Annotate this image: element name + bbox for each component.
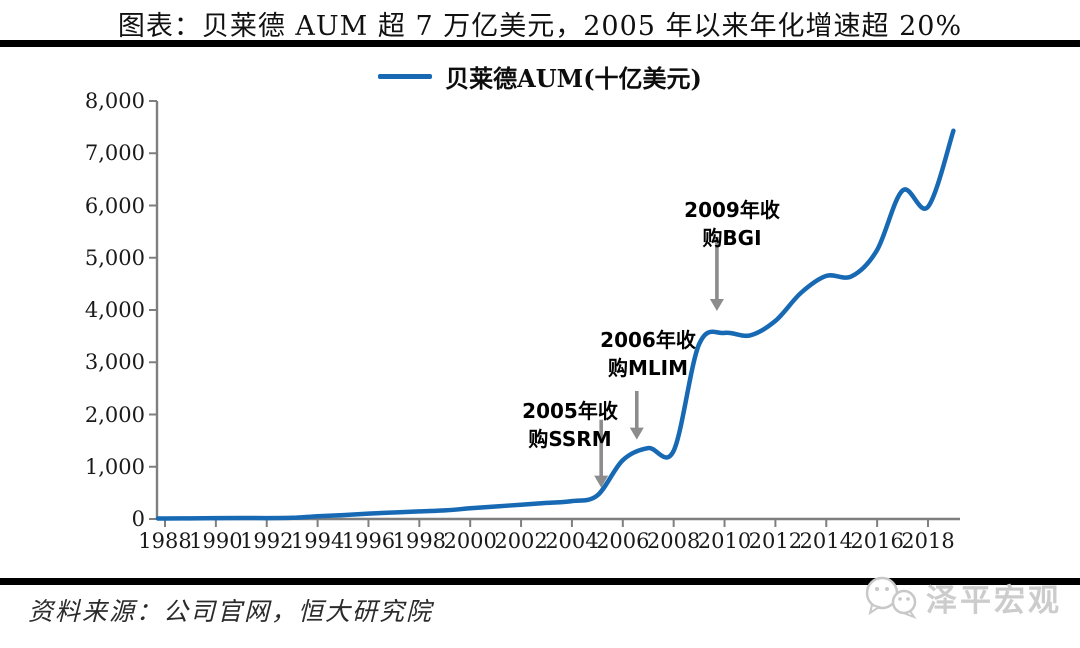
y-tick-label: 1,000 [84, 454, 145, 479]
x-tick-label: 2012 [748, 529, 803, 553]
x-tick-label: 2006 [596, 529, 650, 553]
annotation-line: 购SSRM [528, 427, 612, 451]
annotation-line: 2006年收 [600, 328, 696, 352]
page-title: 图表：贝莱德 AUM 超 7 万亿美元，2005 年以来年化增速超 20% [117, 11, 963, 42]
y-tick-label: 7,000 [84, 141, 145, 166]
x-tick-label: 2010 [697, 529, 752, 553]
title-divider-bar [0, 40, 1080, 47]
legend-line-swatch [378, 74, 433, 79]
x-tick-label: 2000 [443, 529, 497, 553]
annotation-line: 2009年收 [684, 198, 780, 222]
annotation-arrow-head [594, 475, 609, 488]
y-tick-label: 5,000 [84, 245, 145, 270]
watermark: 泽平宏观 [858, 574, 1062, 620]
footer-divider-bar [0, 578, 1080, 585]
watermark-text: 泽平宏观 [926, 582, 1062, 619]
x-tick-label: 1998 [392, 529, 447, 553]
annotation-2009-bgi: 2009年收 购BGI [680, 196, 784, 252]
x-tick-label: 1992 [239, 529, 294, 553]
source-note: 资料来源：公司官网，恒大研究院 [28, 597, 434, 626]
annotation-arrow-head [709, 299, 724, 312]
x-tick-label: 2004 [545, 529, 599, 553]
y-tick-label: 3,000 [84, 350, 145, 375]
wechat-icon [865, 576, 917, 620]
x-tick-label: 2016 [850, 529, 904, 553]
legend-label: 贝莱德AUM(十亿美元) [445, 64, 702, 93]
x-tick-label: 2018 [901, 529, 955, 553]
x-tick-label: 2008 [646, 529, 701, 553]
annotation-2006-mlim: 2006年收 购MLIM [596, 326, 700, 382]
x-tick-label: 1988 [138, 529, 192, 553]
x-tick-label: 1990 [189, 529, 243, 553]
aum-series-line [155, 128, 956, 521]
annotation-line: 2005年收 [522, 399, 618, 423]
annotation-line: 购MLIM [608, 356, 688, 380]
y-tick-label: 8,000 [84, 89, 145, 113]
annotation-line: 购BGI [702, 226, 762, 250]
y-tick-label: 4,000 [84, 298, 145, 322]
x-tick-label: 2002 [494, 529, 548, 553]
legend: 贝莱德AUM(十亿美元) [0, 59, 1080, 94]
y-tick-label: 0 [131, 507, 145, 531]
y-tick-label: 2,000 [84, 402, 145, 427]
x-tick-label: 2014 [799, 529, 853, 553]
y-tick-label: 6,000 [84, 193, 145, 218]
annotation-2005-ssrm: 2005年收 购SSRM [518, 397, 622, 453]
x-tick-label: 1994 [290, 529, 345, 553]
annotation-arrow-head [629, 427, 644, 440]
x-tick-label: 1996 [341, 529, 396, 553]
